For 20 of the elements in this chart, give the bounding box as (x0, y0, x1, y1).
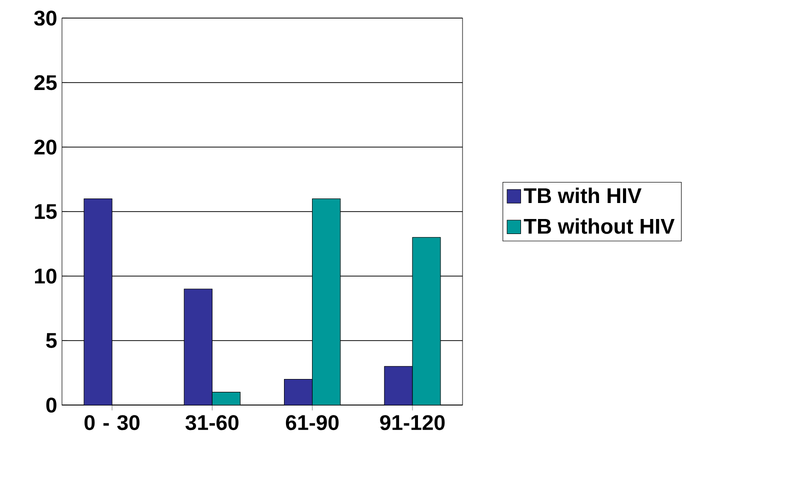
y-tick-label: 10 (34, 268, 56, 284)
y-tick-label: 15 (34, 204, 57, 220)
bar (184, 288, 212, 406)
y-tick-label: 25 (34, 75, 57, 90)
bar (212, 392, 240, 406)
bar (284, 379, 313, 406)
y-tick-label: 5 (46, 333, 57, 348)
y-tick-label: 30 (34, 10, 56, 26)
x-tick-label: 61-90 (286, 415, 339, 430)
bar (84, 198, 112, 406)
legend-label: TB without HIV (524, 218, 675, 234)
bar (384, 366, 413, 406)
y-tick-label: 0 (46, 398, 56, 413)
bar (312, 198, 341, 406)
legend-label: TB with HIV (524, 188, 642, 204)
y-tick-label: 20 (34, 140, 56, 155)
x-tick-label: 31-60 (185, 415, 238, 430)
x-tick-label: 0 - 30 (84, 415, 140, 430)
x-tick-label: 91-120 (380, 415, 445, 430)
bar (412, 237, 441, 406)
